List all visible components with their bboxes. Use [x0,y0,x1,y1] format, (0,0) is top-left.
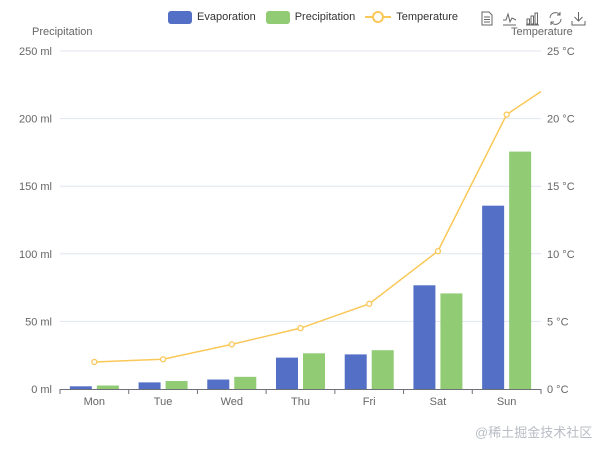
restore-icon[interactable] [548,11,563,26]
left-axis-name: Precipitation [32,26,93,38]
temperature-point[interactable] [366,300,373,307]
x-tick-label: Sat [430,396,447,408]
left-y-tick-label: 250 ml [19,46,52,58]
right-y-tick-label: 20 °C [547,114,575,126]
legend-item-precipitation[interactable]: Precipitation [265,10,356,24]
line-chart-icon[interactable] [502,11,517,26]
x-tick-label: Fri [363,396,376,408]
left-y-tick-label: 100 ml [19,249,52,261]
precipitation-swatch-icon [265,10,290,24]
legend: Evaporation Precipitation Temperature [168,10,468,24]
bar-precipitation[interactable] [509,151,532,389]
left-y-tick-label: 200 ml [19,114,52,126]
evaporation-swatch-icon [168,10,192,24]
bar-chart-icon[interactable] [525,11,540,26]
data-view-icon[interactable] [479,11,494,26]
x-tick-label: Tue [154,396,173,408]
save-image-icon[interactable] [571,11,586,26]
temperature-point[interactable] [91,358,98,366]
bar-evaporation[interactable] [413,285,436,389]
toolbox [479,11,586,26]
legend-label: Temperature [396,11,459,23]
bar-precipitation[interactable] [371,350,394,389]
right-y-tick-label: 0 °C [547,384,569,396]
temperature-point[interactable] [434,247,442,255]
watermark: @稀土掘金技术社区 [475,425,593,440]
x-tick-label: Wed [221,396,243,408]
bar-precipitation[interactable] [96,385,119,389]
right-y-tick-label: 5 °C [547,316,569,328]
left-y-tick-label: 50 ml [25,316,52,328]
legend-item-evaporation[interactable]: Evaporation [168,10,256,24]
bar-precipitation[interactable] [234,376,257,389]
temperature-line [94,90,542,363]
bar-precipitation[interactable] [165,381,188,389]
bar-evaporation[interactable] [482,205,505,389]
bar-evaporation[interactable] [276,357,298,389]
right-y-tick-label: 15 °C [547,181,575,193]
temperature-point[interactable] [159,356,167,363]
bar-evaporation[interactable] [344,354,367,389]
right-y-tick-label: 10 °C [547,249,575,261]
temperature-point[interactable] [228,341,235,348]
x-tick-label: Thu [291,396,310,408]
temperature-point[interactable] [297,325,304,332]
legend-label: Evaporation [197,11,256,23]
bar-evaporation[interactable] [138,382,161,389]
right-axis-name: Temperature [511,26,573,38]
x-tick-label: Sun [497,396,517,408]
bar-precipitation[interactable] [440,293,463,389]
legend-label: Precipitation [294,11,356,23]
left-y-tick-label: 0 ml [31,384,52,396]
x-tick-label: Mon [84,396,105,408]
bar-evaporation[interactable] [207,379,230,389]
legend-item-temperature[interactable]: Temperature [365,10,458,24]
right-y-tick-label: 25 °C [547,46,575,58]
bar-evaporation[interactable] [69,386,92,389]
temperature-point[interactable] [503,111,510,118]
line-marker-icon [365,11,392,23]
bar-precipitation[interactable] [303,353,325,389]
left-y-tick-label: 150 ml [19,181,52,193]
